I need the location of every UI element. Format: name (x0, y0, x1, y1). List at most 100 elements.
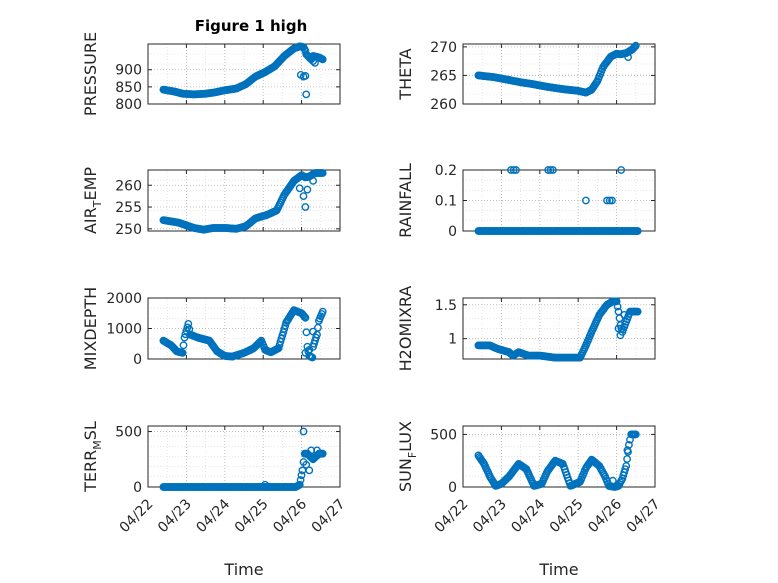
data-point (614, 324, 623, 333)
data-point (633, 227, 642, 235)
axes-box (147, 43, 341, 105)
subplot-5: 0 1000 2000 MIXDEPTH (81, 287, 341, 370)
y-tick-label: 900 (115, 63, 142, 79)
y-tick-label: 265 (430, 68, 457, 84)
data-point (617, 166, 626, 174)
y-tick-label: 1 (448, 332, 457, 348)
data-point (295, 184, 304, 193)
y-tick-label: 0.1 (435, 194, 457, 210)
data-point (183, 323, 192, 332)
data-point (631, 41, 640, 50)
data-point (184, 319, 193, 328)
data-point (582, 196, 590, 205)
y-axis-label: AIRTEMP (81, 167, 104, 234)
data-point (631, 430, 640, 439)
y-tick-label: 260 (430, 97, 457, 113)
axes-box (462, 425, 656, 488)
data-point (624, 53, 632, 61)
data-point (178, 348, 187, 357)
data-point (299, 427, 308, 436)
data-point (302, 460, 311, 469)
y-axis-label: TERRMSL (81, 421, 104, 493)
data-point (318, 307, 327, 316)
y-label-sub: T (91, 200, 104, 208)
y-tick-label: 1.5 (435, 298, 457, 314)
x-axis-label: Time (538, 560, 578, 579)
y-axis-label: THETA (396, 48, 415, 100)
y-tick-label: 0 (448, 224, 457, 240)
y-tick-label: 1000 (106, 322, 142, 338)
data-point (623, 455, 631, 463)
data-point (633, 307, 642, 316)
data-point (612, 297, 621, 306)
data-point (309, 176, 317, 185)
data-point (318, 55, 327, 64)
y-tick-label: 0 (133, 480, 142, 496)
data-point (301, 203, 310, 211)
data-point (507, 166, 515, 174)
y-axis-label: MIXDEPTH (81, 287, 100, 370)
y-tick-label: 500 (430, 427, 457, 443)
data-point (613, 302, 622, 311)
x-axis-label: Time (223, 560, 263, 579)
data-point (318, 449, 327, 458)
data-point (608, 196, 616, 205)
y-tick-label: 850 (115, 80, 142, 96)
y-tick-label: 500 (115, 425, 142, 441)
y-label-base: SUN (396, 458, 415, 492)
data-point (630, 43, 638, 52)
data-point (616, 331, 625, 340)
axes-box (462, 43, 656, 105)
data-point (625, 440, 633, 449)
data-point (318, 169, 327, 177)
subplot-2: 260 265 270 THETA (396, 40, 656, 113)
y-label-tail: EMP (81, 167, 100, 201)
data-point (303, 185, 312, 194)
data-point (608, 476, 617, 485)
y-tick-label: 270 (430, 40, 457, 56)
y-tick-label: 2000 (106, 291, 142, 307)
y-tick-label: 0 (448, 480, 457, 496)
data-point (299, 192, 308, 201)
y-axis-label: H2OMIXRA (396, 286, 415, 372)
y-label-base: TERR (81, 450, 100, 493)
data-point (296, 476, 305, 484)
data-point (179, 341, 188, 350)
y-tick-label: 0 (133, 352, 142, 368)
data-point (623, 446, 632, 455)
data-point (301, 72, 310, 80)
data-point (309, 57, 317, 65)
data-point (549, 166, 557, 174)
data-point (261, 480, 269, 489)
y-label-sub: M (91, 440, 104, 450)
data-point (630, 42, 639, 51)
data-point (295, 480, 304, 489)
y-label-tail: SL (81, 421, 100, 440)
y-tick-label: 800 (115, 97, 142, 113)
y-tick-label: 260 (115, 178, 142, 194)
data-point (300, 312, 309, 321)
data-point (305, 466, 314, 475)
y-tick-label: 0.2 (435, 163, 457, 179)
data-point (605, 196, 614, 205)
data-point (297, 471, 306, 480)
y-tick-label: 250 (115, 222, 142, 238)
data-point (620, 310, 629, 319)
data-point (544, 166, 553, 174)
data-point (309, 327, 317, 336)
data-point (512, 166, 520, 174)
data-point (546, 166, 555, 174)
y-axis-label: RAINFALL (396, 163, 415, 238)
y-axis-label: SUNFLUX (396, 421, 419, 492)
data-point (311, 59, 319, 67)
y-axis-label: PRESSURE (81, 32, 100, 116)
data-point (509, 166, 518, 174)
data-point (302, 90, 311, 99)
figure-title: Figure 1 high (195, 17, 308, 35)
subplot-6: 1 1.5 H2OMIXRA (396, 286, 656, 372)
subplot-4: 0 0.1 0.2 RAINFALL (396, 163, 656, 240)
